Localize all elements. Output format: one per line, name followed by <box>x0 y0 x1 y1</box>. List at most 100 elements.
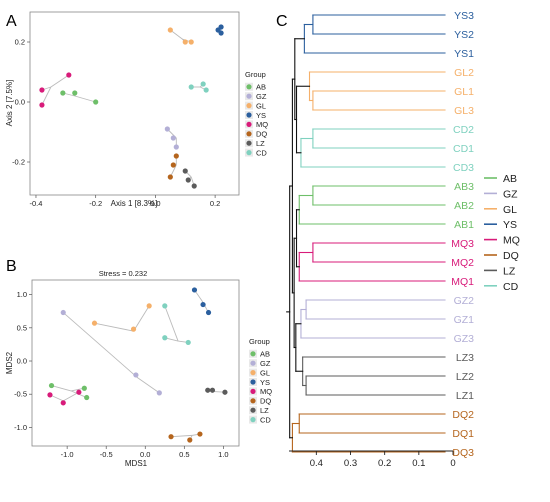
point-dq-3 <box>167 174 173 180</box>
legend-label-gl: GL <box>256 101 266 110</box>
dendrogram-legend: AB GZ GL YS MQ DQ LZ CD <box>484 173 520 293</box>
point-dq-3 <box>187 437 193 443</box>
y-tick-label: 0.0 <box>15 98 25 107</box>
y-tick-label: 1.0 <box>17 290 27 299</box>
point-gl-2 <box>182 39 188 45</box>
point-cd-3 <box>185 339 191 346</box>
leaf-label-gl3: GL3 <box>454 105 474 117</box>
legend-key-gz <box>250 360 256 366</box>
point-ab-1 <box>60 90 66 96</box>
legend-label-ys: YS <box>256 111 266 120</box>
point-ys-3 <box>218 30 224 36</box>
nmds-frame <box>31 279 240 447</box>
y-tick-label: 0.0 <box>17 357 27 366</box>
dendro-legend-label-ab: AB <box>503 173 517 185</box>
legend-label-ab: AB <box>260 350 270 359</box>
dendrogram-tick-label: 0 <box>450 458 455 469</box>
link-gl-1 <box>94 322 134 332</box>
point-gl-1 <box>91 320 98 326</box>
dendrogram-tick-label: 0.2 <box>378 458 391 469</box>
point-dq-2 <box>170 162 176 168</box>
legend-key-ab <box>250 351 256 357</box>
y-tick-label: -0.2 <box>12 158 25 167</box>
x-tick-label: 1.0 <box>218 450 228 459</box>
legend-key-cd <box>250 417 256 423</box>
legend-label-cd: CD <box>256 148 267 157</box>
leaf-label-lz2: LZ2 <box>456 371 474 383</box>
dendrogram-leaf-labels: YS3 YS2 YS1 GL2 GL1 GL3 CD2 CD1 CD3 AB3 AB2 AB1 MQ3 M… <box>451 10 474 459</box>
legend-label-gz: GZ <box>256 92 267 101</box>
point-ys-2 <box>200 301 206 308</box>
dendro-legend-label-gz: GZ <box>503 188 518 200</box>
point-gl-2 <box>130 326 137 332</box>
link-mq-2 <box>63 391 80 402</box>
point-gl-3 <box>146 303 152 309</box>
leaf-label-cd2: CD2 <box>453 124 474 136</box>
legend-key-mq <box>250 388 256 394</box>
y-tick-label: -0.5 <box>14 390 27 399</box>
legend-key-lz <box>246 140 252 146</box>
dendro-legend-label-ys: YS <box>503 219 517 231</box>
point-cd-1 <box>162 303 168 309</box>
nmds-links <box>49 289 225 441</box>
point-gz-1 <box>164 126 170 132</box>
leaf-label-ys2: YS2 <box>454 29 474 41</box>
legend-title: Group <box>245 70 266 79</box>
point-lz-2 <box>185 177 191 183</box>
point-ab-2 <box>81 385 87 391</box>
point-lz-1 <box>205 387 211 393</box>
legend-label-gz: GZ <box>260 359 271 368</box>
legend-key-gl <box>250 370 256 376</box>
point-gz-3 <box>156 390 162 396</box>
pcoa-y-label: Axis 2 [7.5%] <box>5 80 14 127</box>
link-dq-1 <box>171 434 193 438</box>
legend-key-mq <box>246 121 252 127</box>
dendrogram-tick-label: 0.3 <box>344 458 357 469</box>
legend-label-cd: CD <box>260 415 271 424</box>
legend-label-lz: LZ <box>260 406 269 415</box>
dendrogram-tick-label: 0.1 <box>412 458 425 469</box>
y-tick-label: 0.2 <box>15 38 25 47</box>
point-ys-2 <box>218 24 224 30</box>
leaf-label-gz3: GZ3 <box>454 333 475 345</box>
point-ab-3 <box>84 394 90 401</box>
point-dq-1 <box>168 434 174 440</box>
legend-key-gl <box>246 103 252 109</box>
dendrogram: YS3 YS2 YS1 GL2 GL1 GL3 CD2 CD1 CD3 AB3 AB2 AB1 MQ3 M… <box>286 10 474 469</box>
leaf-label-mq2: MQ2 <box>451 257 474 269</box>
legend-key-dq <box>246 131 252 137</box>
x-tick-label: 0.5 <box>179 450 189 459</box>
legend-label-ab: AB <box>256 83 266 92</box>
point-dq-1 <box>173 153 179 159</box>
x-tick-label: -0.4 <box>30 199 43 208</box>
y-tick-label: -1.0 <box>14 423 27 432</box>
legend-label-mq: MQ <box>260 387 272 396</box>
point-mq-2 <box>66 72 72 78</box>
legend-key-gz <box>246 93 252 99</box>
legend-key-ab <box>246 84 252 90</box>
pcoa-plot: -0.4 -0.2 0.0 0.2 -0.20.00.2 Axis 1 [8.3%] … <box>5 11 240 208</box>
point-mq-1 <box>47 392 53 398</box>
point-lz-1 <box>182 168 188 174</box>
link-gl-3 <box>133 305 150 332</box>
point-gl-1 <box>167 27 173 33</box>
legend-key-dq <box>250 398 256 404</box>
legend-label-dq: DQ <box>260 397 271 406</box>
leaf-label-mq1: MQ1 <box>451 276 474 288</box>
point-lz-2 <box>209 387 216 393</box>
nmds-x-ticks: -1.0 -0.5 0.0 0.5 1.0 <box>61 446 229 459</box>
leaf-label-cd3: CD3 <box>453 162 474 174</box>
leaf-label-ys1: YS1 <box>454 48 474 60</box>
point-mq-2 <box>76 389 82 395</box>
legend-key-ys <box>250 379 256 385</box>
leaf-label-dq2: DQ2 <box>452 409 474 421</box>
leaf-label-ab2: AB2 <box>454 200 474 212</box>
pcoa-links <box>41 26 222 187</box>
nmds-plot: Stress = 0.232 -1.0 -0.5 0.0 0.5 1.0 -1.0 -0.… <box>5 269 240 468</box>
legend-label-lz: LZ <box>256 139 265 148</box>
dendro-legend-label-lz: LZ <box>503 265 516 277</box>
dendro-legend-label-gl: GL <box>503 204 517 216</box>
